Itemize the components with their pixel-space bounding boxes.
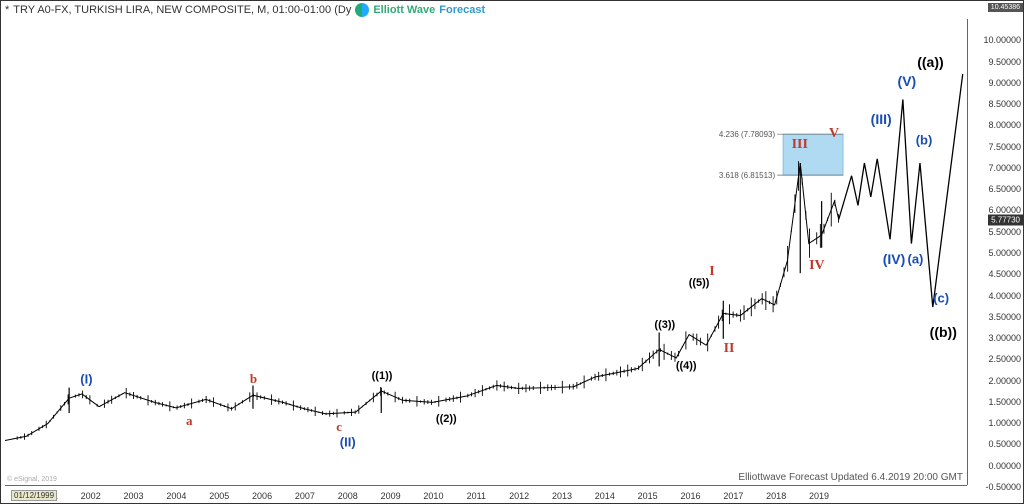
top-price-tag: 10.45386 (988, 3, 1023, 12)
wave-label: ((a)) (917, 54, 943, 70)
wave-label: (III) (871, 111, 892, 127)
wave-label: ((1)) (372, 370, 393, 382)
y-tick-label: 8.00000 (969, 120, 1021, 130)
chart-title: TRY A0-FX, TURKISH LIRA, NEW COMPOSITE, … (13, 4, 351, 16)
x-tick-label: 2019 (809, 491, 829, 501)
y-tick-label: 2.50000 (969, 354, 1021, 364)
x-tick-label: 2002 (81, 491, 101, 501)
y-tick-label: 3.00000 (969, 333, 1021, 343)
brand-text-1: Elliott Wave (373, 4, 435, 16)
y-tick-label: 10.00000 (969, 35, 1021, 45)
x-tick-label: 2009 (381, 491, 401, 501)
wave-label: (IV) (883, 251, 906, 267)
wave-label: ((2)) (436, 413, 457, 425)
wave-label: (c) (933, 290, 949, 305)
date-box: 01/12/1999 (11, 490, 57, 501)
y-tick-label: 1.00000 (969, 418, 1021, 428)
y-tick-label: 9.50000 (969, 57, 1021, 67)
y-tick-label: 4.50000 (969, 269, 1021, 279)
x-tick-label: 2018 (766, 491, 786, 501)
x-tick-label: 2005 (209, 491, 229, 501)
y-tick-label: 4.00000 (969, 291, 1021, 301)
x-axis: 2001200220032004200520062007200820092010… (5, 485, 967, 503)
y-axis: 10.00000 9.50000 9.00000 8.50000 8.00000 7.50… (967, 19, 1023, 485)
wave-label: V (829, 126, 839, 142)
y-tick-label: 7.00000 (969, 163, 1021, 173)
x-tick-label: 2007 (295, 491, 315, 501)
chart-container: * TRY A0-FX, TURKISH LIRA, NEW COMPOSITE… (0, 0, 1024, 504)
svg-text:3.618 (6.81513): 3.618 (6.81513) (719, 171, 776, 180)
y-tick-label: -0.50000 (969, 482, 1021, 492)
x-tick-label: 2003 (124, 491, 144, 501)
x-tick-label: 2013 (552, 491, 572, 501)
x-tick-label: 2008 (338, 491, 358, 501)
wave-label: c (336, 419, 342, 435)
x-tick-label: 2004 (166, 491, 186, 501)
y-tick-label: 1.50000 (969, 397, 1021, 407)
y-tick-label: 3.50000 (969, 312, 1021, 322)
x-tick-label: 2006 (252, 491, 272, 501)
wave-label: ((3)) (654, 319, 675, 331)
current-price-tag: 5.77730 (988, 214, 1023, 225)
wave-label: I (709, 264, 714, 280)
y-tick-label: 5.50000 (969, 227, 1021, 237)
y-tick-label: 6.50000 (969, 184, 1021, 194)
wave-label: ((5)) (689, 277, 710, 289)
wave-label: II (724, 341, 735, 357)
x-tick-label: 2012 (509, 491, 529, 501)
y-tick-label: 0.50000 (969, 439, 1021, 449)
y-tick-label: 7.50000 (969, 142, 1021, 152)
x-tick-label: 2011 (467, 491, 486, 501)
wave-label: ((4)) (676, 360, 697, 372)
y-tick-label: 2.00000 (969, 376, 1021, 386)
brand-text-2: Forecast (439, 4, 485, 16)
svg-text:4.236 (7.78093): 4.236 (7.78093) (719, 130, 776, 139)
title-asterisk: * (5, 4, 9, 16)
wave-label: III (792, 137, 808, 153)
x-tick-label: 2015 (638, 491, 658, 501)
x-tick-label: 2017 (723, 491, 743, 501)
watermark: © eSignal, 2019 (7, 476, 57, 483)
wave-label: IV (809, 258, 825, 274)
chart-header: * TRY A0-FX, TURKISH LIRA, NEW COMPOSITE… (5, 3, 485, 17)
x-tick-label: 2014 (595, 491, 615, 501)
wave-label: a (186, 413, 193, 429)
wave-label: (a) (907, 252, 923, 267)
brand-logo-icon (355, 3, 369, 17)
wave-label: (II) (340, 435, 356, 450)
y-tick-label: 8.50000 (969, 99, 1021, 109)
y-tick-label: 5.00000 (969, 248, 1021, 258)
update-footer: Elliottwave Forecast Updated 6.4.2019 20… (738, 472, 963, 483)
wave-label: ((b)) (930, 324, 957, 340)
x-tick-label: 2010 (423, 491, 443, 501)
x-tick-label: 2016 (680, 491, 700, 501)
wave-label: (V) (898, 73, 917, 89)
wave-label: (b) (916, 133, 933, 148)
y-tick-label: 0.00000 (969, 461, 1021, 471)
wave-label: b (250, 371, 257, 387)
plot-area[interactable]: 4.236 (7.78093)3.618 (6.81513) (I)abc(II… (5, 19, 967, 485)
wave-label: (I) (80, 371, 92, 386)
price-svg: 4.236 (7.78093) 3.618 (6.81513) (5, 19, 967, 485)
y-tick-label: 9.00000 (969, 78, 1021, 88)
